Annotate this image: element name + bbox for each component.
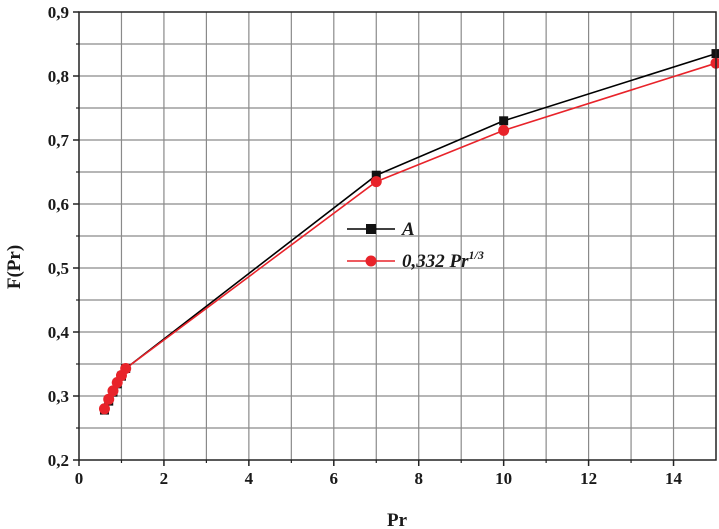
legend-label-b: 0,332 Pr1/3 (402, 248, 484, 272)
ticks (73, 11, 675, 466)
y-tick-label: 0,6 (48, 195, 69, 214)
legend-label-b-superscript: 1/3 (469, 248, 484, 262)
y-axis-title: F(Pr) (4, 245, 25, 289)
series-2-point (498, 124, 510, 136)
legend: A 0,332 Pr1/3 (347, 219, 484, 272)
x-tick-labels: 0 2 4 6 8 10 12 14 (75, 469, 683, 488)
x-tick-label: 4 (245, 469, 254, 488)
legend-label-b-main: 0,332 Pr (402, 251, 469, 272)
series-2-point (120, 362, 132, 374)
x-tick-label: 12 (580, 469, 597, 488)
y-tick-label: 0,9 (48, 3, 69, 22)
series-2-point (107, 385, 119, 397)
y-tick-label: 0,7 (48, 131, 70, 150)
series-2-point (98, 403, 110, 415)
series-2-point (103, 393, 115, 405)
legend-marker-b (365, 255, 377, 267)
x-tick-label: 8 (414, 469, 423, 488)
x-tick-label: 2 (160, 469, 169, 488)
x-axis-title: Pr (387, 510, 408, 529)
series-2-point (710, 57, 719, 69)
x-tick-label: 14 (665, 469, 683, 488)
legend-marker-a (366, 224, 376, 234)
y-tick-label: 0,5 (48, 259, 69, 278)
y-tick-labels: 0,2 0,3 0,4 0,5 0,6 0,7 0,8 0,9 (48, 3, 70, 470)
series-2-point (370, 176, 382, 188)
y-tick-label: 0,2 (48, 451, 69, 470)
grid (79, 12, 716, 460)
series-1-point (371, 170, 381, 180)
x-tick-label: 10 (495, 469, 512, 488)
series-markers (98, 49, 719, 415)
y-tick-label: 0,8 (48, 67, 69, 86)
legend-label-a: A (401, 219, 415, 240)
x-tick-label: 6 (330, 469, 339, 488)
y-tick-label: 0,3 (48, 387, 69, 406)
x-tick-label: 0 (75, 469, 84, 488)
y-tick-label: 0,4 (48, 323, 70, 342)
series-1-point (499, 116, 509, 126)
